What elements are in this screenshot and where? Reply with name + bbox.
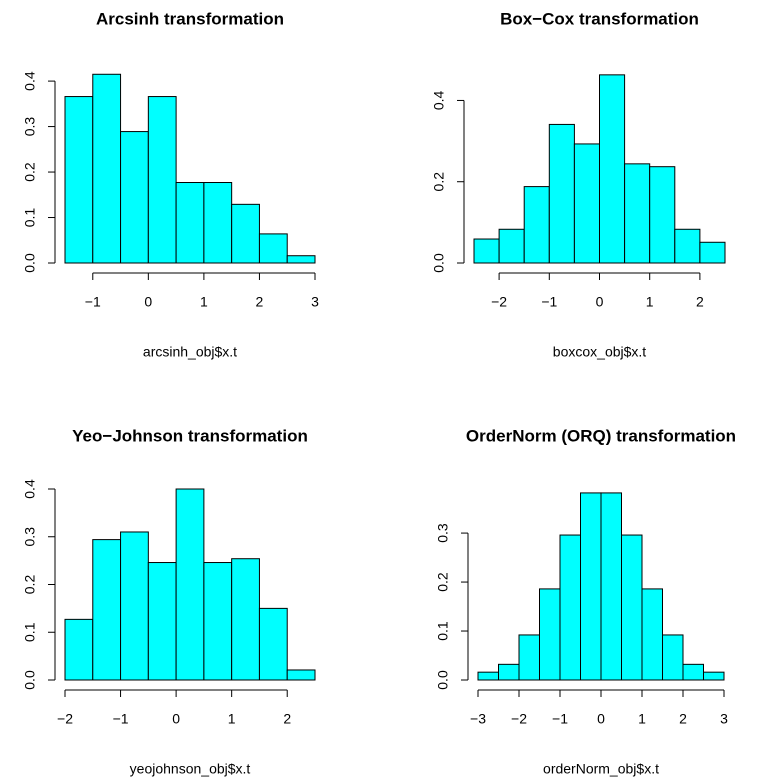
x-tick-label: 1: [638, 711, 646, 727]
y-tick-label: 0.4: [22, 479, 38, 499]
y-tick-label: 0.3: [22, 527, 38, 547]
bar: [641, 588, 663, 681]
x-tick-label: 0: [172, 711, 180, 727]
bar: [498, 228, 525, 264]
bar: [286, 255, 316, 264]
bar: [175, 488, 205, 681]
bar: [473, 238, 500, 264]
y-tick-label: 0.3: [435, 523, 451, 543]
x-tick-label: −1: [552, 711, 568, 727]
bar: [699, 241, 726, 264]
bar: [147, 562, 177, 681]
y-tick-label: 0.4: [431, 91, 447, 111]
x-axis-label: arcsinh_obj$x.t: [143, 344, 237, 360]
x-tick-label: 0: [144, 294, 152, 310]
y-tick-label: 0.2: [22, 162, 38, 182]
bar: [539, 588, 561, 681]
x-tick-label: −3: [470, 711, 486, 727]
y-tick-label: 0.0: [435, 670, 451, 690]
x-tick-label: 2: [679, 711, 687, 727]
bar: [703, 671, 725, 681]
panel: Yeo−Johnson transformation yeojohnson_obj…: [22, 426, 316, 777]
x-tick-label: 0: [597, 711, 605, 727]
x-tick-label: 2: [256, 294, 264, 310]
x-tick-label: −2: [491, 294, 507, 310]
bar: [573, 143, 600, 264]
bar: [559, 534, 581, 681]
bar: [518, 634, 540, 681]
y-tick-label: 0.0: [22, 670, 38, 690]
bar: [231, 203, 260, 264]
y-tick-label: 0.2: [431, 172, 447, 192]
y-tick-label: 0.1: [435, 621, 451, 641]
bar: [92, 73, 122, 264]
bar: [120, 131, 149, 264]
y-tick-label: 0.1: [22, 622, 38, 642]
bar: [64, 618, 94, 681]
x-tick-label: 3: [311, 294, 319, 310]
y-tick-label: 0.3: [22, 117, 38, 137]
y-tick-label: 0.0: [431, 253, 447, 273]
bar: [548, 123, 575, 264]
panel: OrderNorm (ORQ) transformation orderNorm_…: [435, 426, 736, 776]
bar: [258, 607, 288, 681]
bar: [600, 492, 622, 681]
x-tick-label: 1: [646, 294, 654, 310]
x-axis-label: boxcox_obj$x.t: [553, 344, 647, 360]
y-tick-label: 0.2: [22, 575, 38, 595]
x-tick-label: −2: [57, 711, 73, 727]
bar: [682, 663, 704, 681]
bar: [498, 663, 520, 681]
bar: [580, 492, 602, 681]
x-tick-label: 2: [696, 294, 704, 310]
bar: [64, 96, 94, 264]
x-axis-label: yeojohnson_obj$x.t: [130, 761, 251, 777]
panel: Box−Cox transformation boxcox_obj$x.t −2 −1…: [431, 9, 726, 360]
bar: [624, 163, 651, 264]
bar: [203, 182, 233, 264]
x-tick-label: −1: [113, 711, 129, 727]
chart-title: Box−Cox transformation: [500, 9, 699, 28]
bar: [147, 96, 177, 264]
chart-title: OrderNorm (ORQ) transformation: [466, 426, 736, 445]
x-tick-label: 1: [228, 711, 236, 727]
chart-title: Arcsinh transformation: [96, 9, 284, 28]
chart-title: Yeo−Johnson transformation: [72, 426, 308, 445]
y-tick-label: 0.0: [22, 253, 38, 273]
bar: [662, 634, 684, 681]
bar: [203, 562, 233, 681]
bar: [674, 228, 701, 264]
bar: [649, 166, 676, 264]
x-tick-label: 1: [200, 294, 208, 310]
x-tick-label: 2: [283, 711, 291, 727]
y-tick-label: 0.4: [22, 71, 38, 91]
bar: [599, 74, 626, 264]
bar: [120, 531, 149, 681]
bar: [175, 182, 205, 264]
bar: [523, 186, 550, 264]
x-axis-label: orderNorm_obj$x.t: [543, 761, 659, 777]
bar: [621, 534, 643, 681]
bar: [258, 233, 288, 264]
panel: Arcsinh transformation arcsinh_obj$x.t −1 0…: [22, 9, 319, 359]
bar: [477, 671, 499, 681]
bar: [231, 558, 260, 681]
bar: [92, 539, 122, 681]
x-tick-label: −1: [85, 294, 101, 310]
bar: [286, 669, 316, 681]
y-tick-label: 0.1: [22, 208, 38, 228]
x-tick-label: −1: [541, 294, 557, 310]
x-tick-label: −2: [511, 711, 527, 727]
y-tick-label: 0.2: [435, 572, 451, 592]
x-tick-label: 3: [720, 711, 728, 727]
x-tick-label: 0: [596, 294, 604, 310]
